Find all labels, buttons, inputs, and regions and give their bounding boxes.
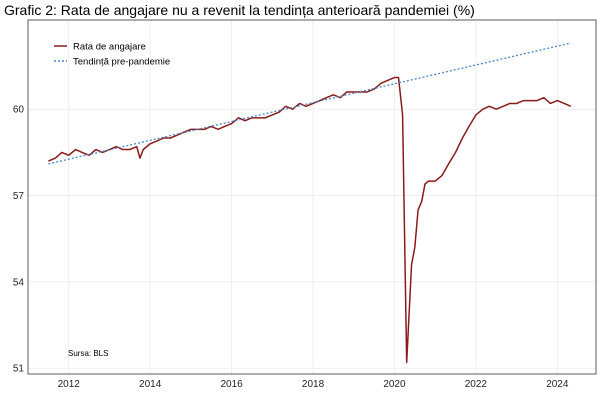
series-layer xyxy=(48,42,572,364)
legend-label-1: Tendință pre-pandemie xyxy=(73,57,170,68)
source-label: Sursa: BLS xyxy=(68,349,108,358)
y-tick-label-54: 54 xyxy=(13,277,25,288)
grid-layer xyxy=(28,20,596,374)
y-tick-label-60: 60 xyxy=(13,105,25,116)
legend: Rata de angajare Tendință pre-pandemie xyxy=(54,42,170,68)
plot-background xyxy=(28,20,596,374)
x-tick-label-2018: 2018 xyxy=(302,379,325,390)
series-line-0 xyxy=(48,76,572,364)
x-tick-label-2014: 2014 xyxy=(139,379,162,390)
x-tick-label-2012: 2012 xyxy=(58,379,81,390)
x-tick-label-2020: 2020 xyxy=(383,379,406,390)
plot-border xyxy=(27,19,597,375)
y-tick-label-57: 57 xyxy=(13,191,25,202)
chart-title: Grafic 2: Rata de angajare nu a revenit … xyxy=(4,2,475,18)
y-tick-label-51: 51 xyxy=(13,364,25,375)
axis-layer: 2012 2014 2016 2018 2020 2022 2024 51 54 57 60 xyxy=(13,105,569,390)
x-tick-label-2022: 2022 xyxy=(465,379,488,390)
legend-label-0: Rata de angajare xyxy=(73,42,146,53)
x-tick-label-2016: 2016 xyxy=(220,379,243,390)
x-tick-label-2024: 2024 xyxy=(546,379,569,390)
series-line-1 xyxy=(48,42,571,165)
